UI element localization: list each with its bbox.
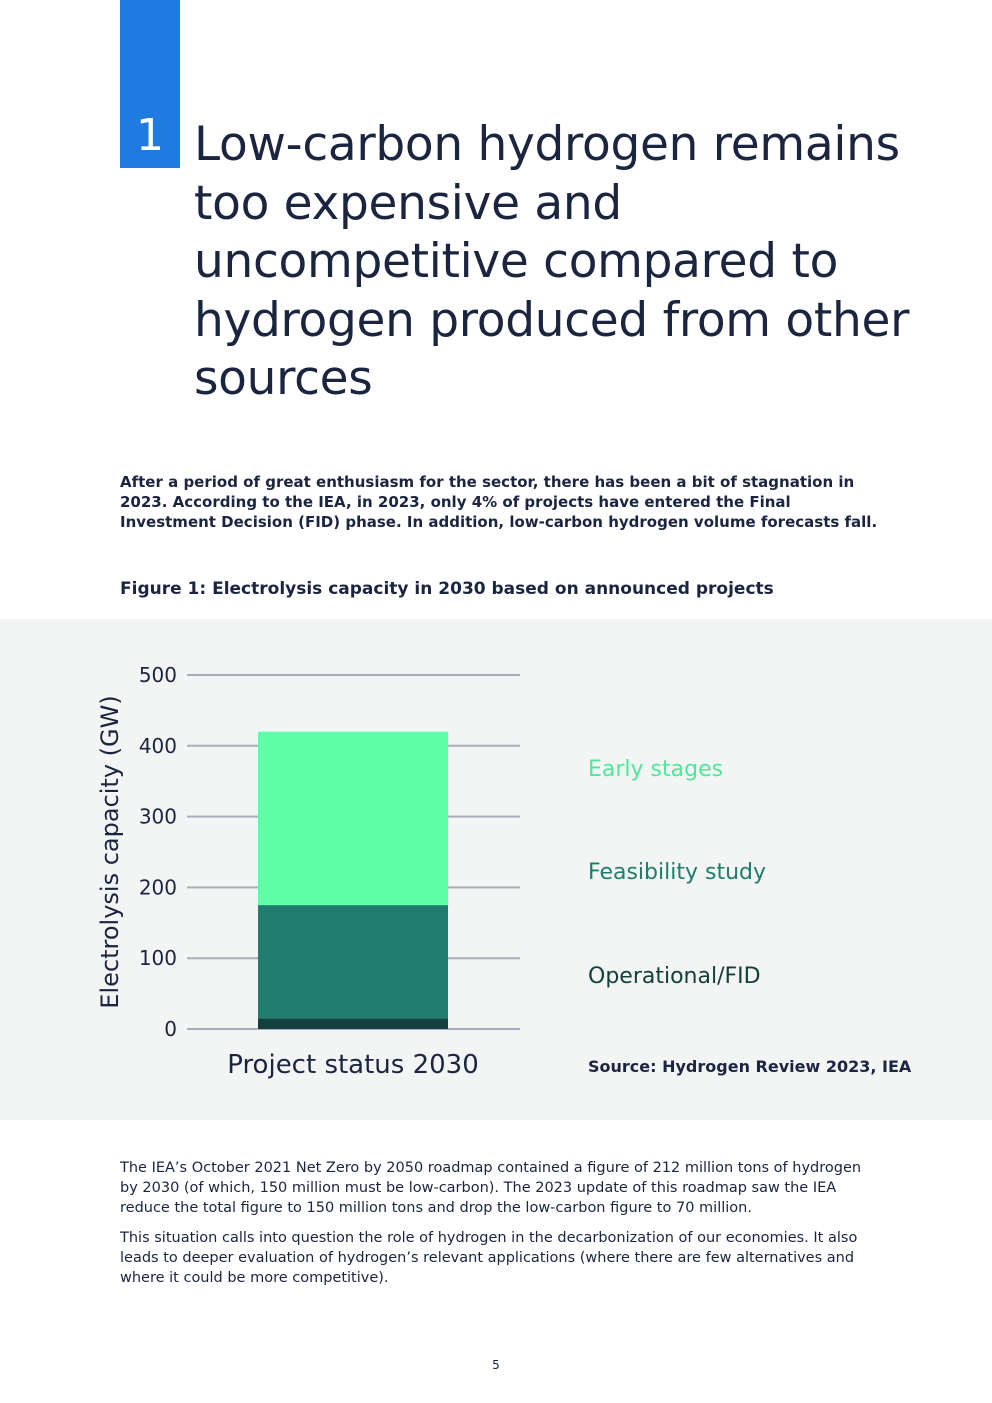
y-tick-label-500: 500 bbox=[139, 663, 177, 687]
y-axis-title: Electrolysis capacity (GW) bbox=[96, 695, 124, 1008]
y-tick-label-200: 200 bbox=[139, 875, 177, 899]
y-tick-label-0: 0 bbox=[164, 1017, 177, 1041]
bar-segment-operational-fid bbox=[258, 1018, 448, 1029]
chart-panel: 0 100 200 300 400 500 Electrolysis capacity (G… bbox=[0, 619, 992, 1120]
y-tick-label-400: 400 bbox=[139, 734, 177, 758]
figure-source: Source: Hydrogen Review 2023, IEA bbox=[588, 1057, 911, 1076]
section-number-badge: 1 bbox=[120, 0, 180, 168]
intro-paragraph: After a period of great enthusiasm for t… bbox=[120, 472, 880, 532]
legend-item-feasibility-study: Feasibility study bbox=[588, 862, 766, 884]
stacked-bar-chart: 0 100 200 300 400 500 Electrolysis capacity (G… bbox=[0, 619, 992, 1120]
figure-caption: Figure 1: Electrolysis capacity in 2030 … bbox=[120, 579, 774, 599]
y-tick-label-100: 100 bbox=[139, 946, 177, 970]
body-paragraph-2: This situation calls into question the r… bbox=[120, 1228, 880, 1288]
bar-segment-early-stages bbox=[258, 732, 448, 905]
y-tick-label-300: 300 bbox=[139, 805, 177, 829]
legend-item-operational-fid: Operational/FID bbox=[588, 966, 761, 988]
legend-item-early-stages: Early stages bbox=[588, 759, 723, 781]
x-axis-label: Project status 2030 bbox=[227, 1050, 479, 1080]
section-number: 1 bbox=[120, 114, 180, 158]
page-number: 5 bbox=[0, 1358, 992, 1372]
section-title: Low-carbon hydrogen remains too expensiv… bbox=[194, 116, 914, 409]
bar-segment-feasibility-study bbox=[258, 905, 448, 1018]
body-paragraph-1: The IEA’s October 2021 Net Zero by 2050 … bbox=[120, 1158, 880, 1218]
